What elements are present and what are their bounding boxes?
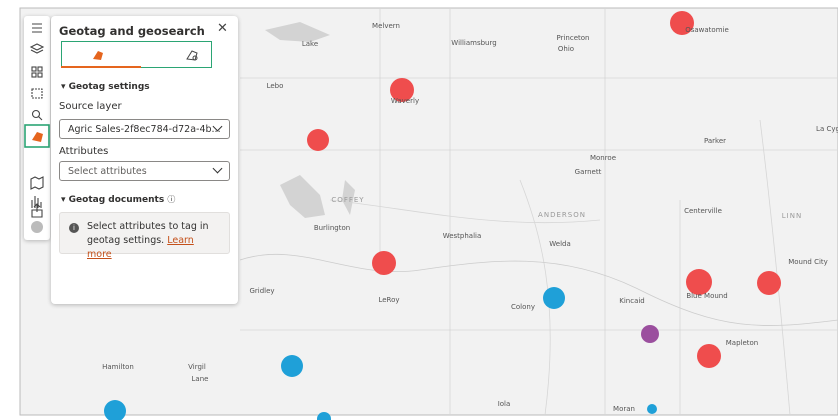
marker[interactable] <box>281 355 303 377</box>
marker[interactable] <box>686 269 712 295</box>
geotag-icon[interactable] <box>32 132 43 142</box>
dropdown-placeholder: Select attributes <box>68 166 147 177</box>
marker[interactable] <box>757 271 781 295</box>
place-label: Colony <box>511 303 535 311</box>
place-label: Parker <box>704 137 726 145</box>
info-icon: i <box>69 223 79 233</box>
active-highlight <box>24 124 50 148</box>
qr-icon[interactable] <box>31 66 37 72</box>
search-icon[interactable] <box>31 109 41 119</box>
roads <box>239 8 838 416</box>
place-label: COFFEY <box>331 196 364 204</box>
marker[interactable] <box>390 78 414 102</box>
place-label: Centerville <box>684 207 722 215</box>
lake <box>342 180 355 215</box>
learn-more-link[interactable]: Learn more <box>87 235 194 260</box>
place-label: Waverly <box>391 97 419 105</box>
marker[interactable] <box>647 404 657 414</box>
toolbar-icons <box>24 23 50 233</box>
info-text: Select attributes to tag in geotag setti… <box>87 221 209 246</box>
markers <box>104 11 781 420</box>
marker[interactable] <box>697 344 721 368</box>
place-label: Ohio <box>558 45 574 53</box>
panel-title: Geotag and geosearch <box>59 24 205 38</box>
marker[interactable] <box>307 129 329 151</box>
place-label: Moran <box>613 405 635 413</box>
info-box: i Select attributes to tag in geotag set… <box>59 212 230 260</box>
select-icon[interactable] <box>31 88 43 99</box>
place-label: ANDERSON <box>538 211 586 219</box>
field-label: Source layer <box>59 101 122 112</box>
share-icon[interactable] <box>31 203 43 218</box>
place-label: La Cyg <box>816 125 838 133</box>
place-label: Virgil <box>188 363 206 371</box>
section-header[interactable]: ▾ Geotag settings <box>61 82 150 92</box>
place-label: Garnett <box>575 168 602 176</box>
active-tab-indicator <box>61 66 141 68</box>
marker[interactable] <box>104 400 126 420</box>
place-label: Mapleton <box>726 339 759 347</box>
place-label: Osawatomie <box>685 26 729 34</box>
source-layer-dropdown[interactable]: Agric Sales-2f8ec784-d72a-4b... <box>59 119 230 139</box>
chart-icon[interactable] <box>31 196 42 208</box>
place-label: Princeton <box>557 34 590 42</box>
place-label: Kincaid <box>619 297 645 305</box>
chevron <box>212 163 223 174</box>
place-label: LINN <box>782 212 802 220</box>
place-label: LeRoy <box>378 296 399 304</box>
place-label: Iola <box>498 400 511 408</box>
section-header[interactable]: ▾ Geotag documents ⓘ <box>61 195 176 205</box>
place-label: Lane <box>192 375 209 383</box>
lake <box>280 175 325 218</box>
place-label: Williamsburg <box>451 39 496 47</box>
place-label: Westphalia <box>443 232 482 240</box>
menu-icon[interactable] <box>32 23 42 33</box>
place-label: Blue Mound <box>686 292 727 300</box>
map-icon[interactable] <box>30 176 44 190</box>
marker[interactable] <box>372 251 396 275</box>
place-label: Lebo <box>267 82 284 90</box>
place-label: Hamilton <box>102 363 134 371</box>
lake <box>265 22 330 42</box>
place-label: Burlington <box>314 224 350 232</box>
marker[interactable] <box>543 287 565 309</box>
section-title: Geotag settings <box>68 82 150 92</box>
place-label: Melvern <box>372 22 400 30</box>
marker[interactable] <box>641 325 659 343</box>
place-label: Gridley <box>249 287 274 295</box>
place-labels: Melvern Lake Williamsburg Princeton Ohio Osaw… <box>102 22 838 413</box>
toolbar <box>24 16 50 240</box>
profile-icon[interactable] <box>31 221 43 233</box>
dropdown-value: Agric Sales-2f8ec784-d72a-4b... <box>68 124 221 135</box>
geosearch-tab[interactable] <box>185 48 199 62</box>
marker[interactable] <box>317 412 331 420</box>
place-label: Mound City <box>788 258 828 266</box>
section-title: Geotag documents <box>68 195 165 205</box>
place-label: Welda <box>549 240 571 248</box>
attributes-dropdown[interactable]: Select attributes <box>59 161 230 181</box>
geotag-panel: Geotag and geosearch ✕ ▾ Geotag settings… <box>51 16 238 304</box>
close-button[interactable]: ✕ <box>217 21 228 36</box>
info-message: Select attributes to tag in geotag setti… <box>87 220 217 262</box>
place-label: Lake <box>302 40 318 48</box>
geotag-tab[interactable] <box>91 48 105 62</box>
field-label: Attributes <box>59 146 109 157</box>
marker[interactable] <box>670 11 694 35</box>
layers-icon[interactable] <box>29 43 45 54</box>
place-label: Monroe <box>590 154 616 162</box>
